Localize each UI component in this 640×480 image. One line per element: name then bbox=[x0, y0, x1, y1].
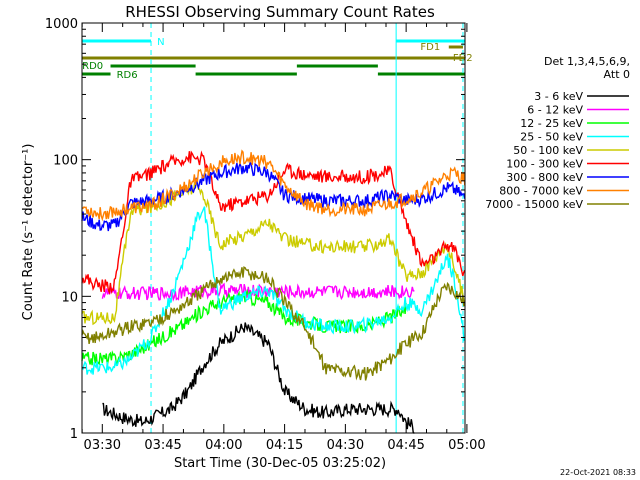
instrument-flag-bars: N FD1 FD2 RD0 RD6 bbox=[82, 37, 473, 81]
y-tick-label-100: 100 bbox=[53, 154, 78, 169]
legend-label-300-800-kev: 300 - 800 keV bbox=[506, 171, 583, 184]
series-line-7000-15000-kev bbox=[81, 266, 466, 381]
series-line-3-6-kev bbox=[102, 322, 415, 434]
flag-label-fd1: FD1 bbox=[420, 42, 440, 53]
series-line-25-50-kev bbox=[81, 206, 466, 375]
y-tick-label-1: 1 bbox=[70, 427, 78, 442]
legend-header-line-1: Det 1,3,4,5,6,9, bbox=[544, 55, 630, 68]
flag-label-rd0: RD0 bbox=[82, 61, 103, 72]
x-axis-label: Start Time (30-Dec-05 03:25:02) bbox=[174, 456, 386, 471]
x-tick-label-04-45: 04:45 bbox=[387, 438, 424, 453]
x-tick-label-05-00: 05:00 bbox=[448, 438, 485, 453]
legend-label-50-100-kev: 50 - 100 keV bbox=[513, 144, 583, 157]
flag-label-rd6: RD6 bbox=[117, 70, 138, 81]
legend-label-3-6-kev: 3 - 6 keV bbox=[534, 90, 583, 103]
series-line-6-12-kev bbox=[101, 282, 415, 302]
axes-ticks: 03:30 03:45 04:00 04:15 04:30 04:45 05:00 1 10 10… bbox=[45, 17, 486, 453]
legend-label-12-25-kev: 12 - 25 keV bbox=[520, 117, 583, 130]
y-axis-label: Count Rate (s⁻¹ detector⁻¹) bbox=[21, 144, 36, 321]
y-tick-label-1000: 1000 bbox=[45, 17, 78, 32]
legend-label-6-12-kev: 6 - 12 keV bbox=[527, 104, 583, 117]
x-tick-label-04-00: 04:00 bbox=[205, 438, 242, 453]
x-tick-label-03-30: 03:30 bbox=[84, 438, 121, 453]
flag-label-n: N bbox=[157, 37, 164, 48]
plot-frame bbox=[81, 22, 466, 434]
legend-header-line-2: Att 0 bbox=[604, 68, 630, 81]
x-tick-label-03-45: 03:45 bbox=[144, 438, 181, 453]
legend-label-7000-15000-kev: 7000 - 15000 keV bbox=[485, 198, 583, 211]
legend-label-25-50-kev: 25 - 50 keV bbox=[520, 131, 583, 144]
legend-label-100-300-kev: 100 - 300 keV bbox=[506, 158, 583, 171]
flag-boundary-lines bbox=[150, 23, 464, 433]
y-tick-label-10: 10 bbox=[61, 290, 78, 305]
chart-title: RHESSI Observing Summary Count Rates bbox=[125, 3, 435, 21]
legend-label-800-7000-kev: 800 - 7000 keV bbox=[499, 185, 583, 198]
flag-label-fd2: FD2 bbox=[453, 53, 473, 64]
series-line-800-7000-kev bbox=[81, 149, 466, 222]
series-line-100-300-kev bbox=[81, 150, 466, 295]
count-rate-series bbox=[81, 149, 466, 434]
x-tick-label-04-15: 04:15 bbox=[266, 438, 303, 453]
x-tick-label-04-30: 04:30 bbox=[327, 438, 364, 453]
generation-timestamp: 22-Oct-2021 08:33 bbox=[560, 468, 636, 477]
series-line-300-800-kev bbox=[81, 160, 466, 232]
